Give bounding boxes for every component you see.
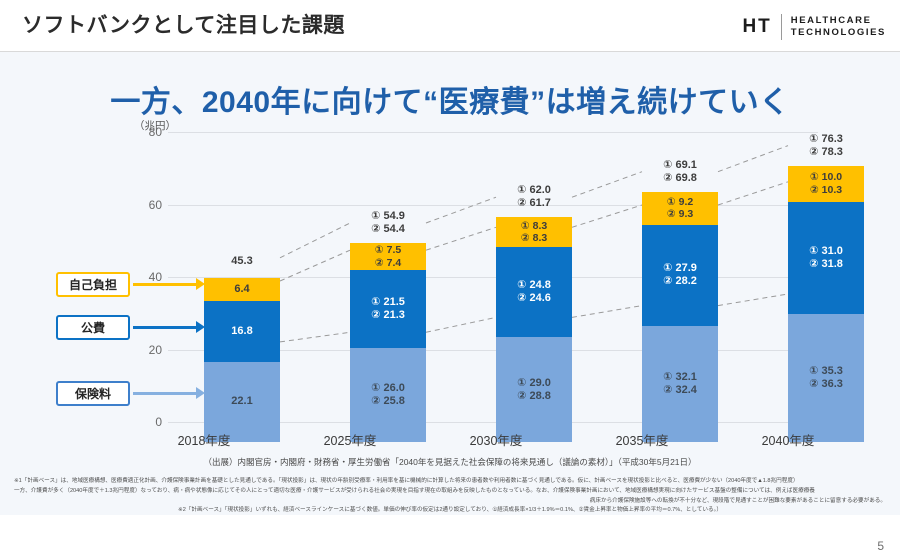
logo-wordmark: HEALTHCARE TECHNOLOGIES: [791, 15, 886, 38]
stacked-bar-chart: （兆円） 80 60 40 20 0: [128, 120, 864, 442]
slide-body: 一方、2040年に向けて“医療費”は増え続けていく （兆円） 80 60 40 …: [0, 52, 900, 553]
ytick-40: 40: [148, 270, 162, 284]
bar-segment-public-2030[interactable]: ① 24.8 ② 24.6: [496, 247, 572, 338]
main-heading: 一方、2040年に向けて“医療費”は増え続けていく: [110, 86, 790, 119]
page-title: ソフトバンクとして注目した課題: [22, 14, 345, 37]
bar-segment-insurance-2018[interactable]: 22.1: [204, 361, 280, 442]
gridline-0: [168, 422, 818, 423]
bar-segment-self-pay-2018[interactable]: 6.4: [204, 277, 280, 301]
ytick-0: 0: [155, 415, 162, 429]
bar-total-2030: ① 62.0 ② 61.7: [517, 184, 551, 210]
footnote-line-1: ※1「計画ベース」は、地域医療構想、医療費適正化計画、介護保険事業計画を基礎とし…: [14, 478, 799, 484]
footnote-line-4: ※2「計画ベース」「現状投影」いずれも、経済ベースラインケースに基づく数値。単価…: [178, 507, 722, 514]
bar-group-2030[interactable]: ① 62.0 ② 61.7 ① 8.3 ② 8.3 ① 24.8 ② 24.6 …: [496, 184, 572, 442]
gridline-40: [168, 277, 818, 278]
legend-arrow-self-pay: [133, 278, 205, 290]
chart-unit-label: （兆円）: [134, 120, 176, 132]
legend-label-self-pay: 自己負担: [68, 278, 117, 292]
bar-segment-insurance-2040[interactable]: ① 35.3 ② 36.3: [788, 314, 864, 442]
logo-line-2: TECHNOLOGIES: [790, 27, 886, 38]
legend-callout-public[interactable]: 公費: [56, 315, 130, 340]
xaxis-label-2040: 2040年度: [761, 434, 815, 448]
bar-total-2025: ① 54.9 ② 54.4: [371, 210, 405, 235]
bar-segment-self-pay-2030[interactable]: ① 8.3 ② 8.3: [496, 217, 572, 248]
bar-total-2018: 45.3: [231, 254, 253, 267]
xaxis-label-2035: 2035年度: [615, 434, 669, 448]
bar-segment-public-2018[interactable]: 16.8: [204, 301, 280, 362]
legend-label-public: 公費: [80, 321, 105, 335]
bar-group-2018[interactable]: 45.3 6.4 16.8 22.1: [204, 255, 280, 442]
legend-callout-insurance[interactable]: 保険料: [56, 381, 130, 406]
page-number: 5: [877, 539, 884, 553]
bar-segment-self-pay-2040[interactable]: ① 10.0 ② 10.3: [788, 165, 864, 202]
header-divider: [0, 51, 900, 52]
bar-total-2035: ① 69.1 ② 69.8: [663, 158, 697, 184]
bar-segment-insurance-2030[interactable]: ① 29.0 ② 28.8: [496, 337, 572, 442]
bar-group-2040[interactable]: ① 76.3 ② 78.3 ① 10.0 ② 10.3 ① 31.0 ② 31.…: [788, 133, 864, 442]
ht-logo: HT HEALTHCARE TECHNOLOGIES: [742, 14, 886, 40]
ytick-60: 60: [148, 197, 162, 212]
footnotes: ※1「計画ベース」は、地域医療構想、医療費適正化計画、介護保険事業計画を基礎とし…: [0, 477, 900, 516]
bar-segment-public-2035[interactable]: ① 27.9 ② 28.2: [642, 225, 718, 326]
logo-line-1: HEALTHCARE: [790, 15, 872, 27]
legend-arrow-public: [133, 321, 205, 333]
logo-mark: HT: [742, 16, 772, 37]
logo-divider: [780, 14, 782, 40]
ytick-80: 80: [148, 125, 162, 139]
xaxis-label-2025: 2025年度: [323, 434, 377, 448]
source-note: （出展）内閣官房・内閣府・財務省・厚生労働省「2040年を見据えた社会保障の将来…: [203, 457, 697, 467]
legend-callout-self-pay[interactable]: 自己負担: [56, 272, 130, 297]
bar-segment-self-pay-2025[interactable]: ① 7.5 ② 7.4: [350, 243, 426, 271]
bar-segment-insurance-2035[interactable]: ① 32.1 ② 32.4: [642, 325, 718, 442]
xaxis-label-2030: 2030年度: [469, 434, 523, 448]
bar-segment-insurance-2025[interactable]: ① 26.0 ② 25.8: [350, 348, 426, 442]
bar-group-2025[interactable]: ① 54.9 ② 54.4 ① 7.5 ② 7.4 ① 21.5 ② 21.3 …: [350, 210, 426, 442]
gridline-20: [168, 349, 818, 351]
bar-segment-public-2040[interactable]: ① 31.0 ② 31.8: [788, 201, 864, 315]
footnote-line-2: 一方、介護費が多く（2040年度で＋1.3兆円程度）なっており、病・病や状態像に…: [14, 487, 815, 494]
legend-arrow-insurance: [133, 387, 205, 399]
gridline-80: [168, 132, 818, 133]
footnote-line-3: 病床から介護保険施設等への転換が不十分など、現段階で見通すことが困難な要素がある…: [589, 497, 886, 504]
slide-header: ソフトバンクとして注目した課題 HT HEALTHCARE TECHNOLOGI…: [0, 0, 900, 52]
xaxis-label-2018: 2018年度: [177, 434, 231, 448]
bar-segment-public-2025[interactable]: ① 21.5 ② 21.3: [350, 270, 426, 349]
bar-group-2035[interactable]: ① 69.1 ② 69.8 ① 9.2 ② 9.3 ① 27.9 ② 28.2 …: [642, 159, 718, 442]
ytick-20: 20: [148, 342, 162, 357]
bar-total-2040: ① 76.3 ② 78.3: [809, 132, 843, 158]
bar-segment-self-pay-2035[interactable]: ① 9.2 ② 9.3: [642, 191, 718, 225]
legend-label-insurance: 保険料: [74, 387, 111, 401]
